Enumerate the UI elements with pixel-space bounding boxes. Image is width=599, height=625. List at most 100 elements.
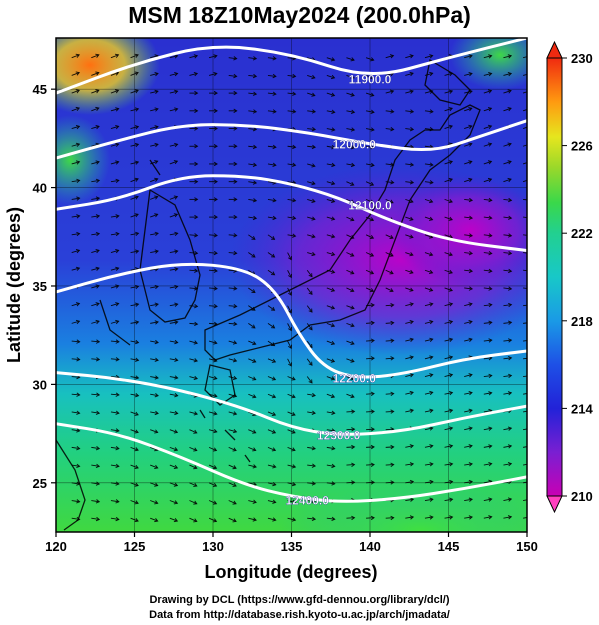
wind-vector-head [252,341,257,346]
wind-vector [71,376,80,378]
wind-vector [365,252,374,257]
wind-vector-head [390,356,395,361]
wind-vector [228,376,237,380]
wind-vector-head [95,339,101,344]
x-tick-label: 140 [359,539,381,554]
wind-vector [228,482,237,487]
wind-vector [522,446,527,448]
wind-vector-head [154,339,159,345]
wind-vector-head [448,337,454,342]
wind-vector-head [429,54,434,59]
wind-vector [326,92,335,97]
wind-vector-head [173,482,179,487]
wind-vector [209,252,218,254]
y-axis-label: Latitude (degrees) [4,207,24,363]
wind-vector-head [507,177,512,183]
wind-vector [150,393,159,397]
wind-vector-head [252,447,257,452]
wind-vector [365,198,374,204]
wind-vector-head [76,196,81,201]
wind-vector-head [95,319,100,325]
wind-vector [228,429,237,433]
wind-vector-head [271,271,276,276]
wind-vector-head [507,142,512,147]
wind-vector [326,482,335,485]
wind-vector-head [272,481,277,487]
wind-vector [287,216,296,219]
wind-vector [385,517,394,519]
wind-vector-head [154,518,159,523]
wind-vector [189,358,198,362]
wind-vector [385,252,394,257]
wind-vector-head [370,356,375,361]
wind-vector [287,376,296,381]
wind-vector [483,339,492,342]
wind-vector [189,73,198,76]
wind-vector [366,464,375,466]
wind-vector [503,463,512,466]
wind-vector [91,411,100,414]
height-contours [56,38,527,503]
wind-vector-head [330,323,336,328]
wind-vector [346,410,355,413]
wind-vector [169,500,178,504]
wind-vector [523,340,527,342]
wind-vector [424,252,433,256]
wind-vector-head [288,326,292,332]
wind-vector-head [115,284,120,289]
wind-vector [71,303,80,307]
wind-vector [189,269,198,272]
wind-vector-head [154,393,159,398]
wind-vector [424,338,433,342]
wind-vector [326,446,335,450]
wind-vector-head [487,124,493,129]
wind-vector-head [331,251,336,257]
wind-vector [424,234,433,238]
wind-vector [208,517,217,522]
wind-vector-head [292,162,297,167]
wind-vector [150,500,158,504]
contour-label: 12100.0 [348,198,392,212]
wind-vector [424,391,433,395]
wind-vector-head [154,89,159,94]
wind-vector [130,213,139,218]
wind-vector-head [487,142,493,147]
wind-vector [444,198,453,203]
wind-vector-head [350,127,356,132]
wind-vector [346,216,354,221]
wind-vector-head [429,462,434,467]
wind-vector-head [271,235,276,240]
wind-vector-head [95,106,100,112]
wind-vector [503,198,512,201]
wind-vector-head [173,518,179,523]
wind-vector-head [448,302,454,307]
wind-vector-head [115,357,120,362]
wind-vector-head [487,160,493,165]
wind-vector-head [75,319,81,325]
wind-vector-head [390,444,395,450]
wind-vector [91,482,100,485]
wind-vector [307,500,316,502]
wind-vector [287,163,296,166]
wind-vector [71,267,80,271]
wind-vector [385,269,394,274]
wind-vector [110,303,119,307]
wind-vector [444,72,453,76]
wind-vector [130,268,139,271]
y-tick-label: 30 [33,377,47,392]
wind-vector [228,252,237,254]
wind-vector-head [311,446,316,451]
wind-vector-head [507,89,512,94]
wind-vector [189,322,198,325]
wind-vector [287,57,296,60]
wind-vector [346,322,355,327]
wind-vector [424,374,433,377]
wind-vector-head [350,235,355,239]
wind-vector [346,481,355,484]
wind-vector-head [508,197,513,203]
wind-vector [307,234,316,238]
wind-vector [464,125,472,129]
wind-vector [424,181,433,184]
wind-vector [130,358,139,361]
wind-vector [483,463,492,466]
